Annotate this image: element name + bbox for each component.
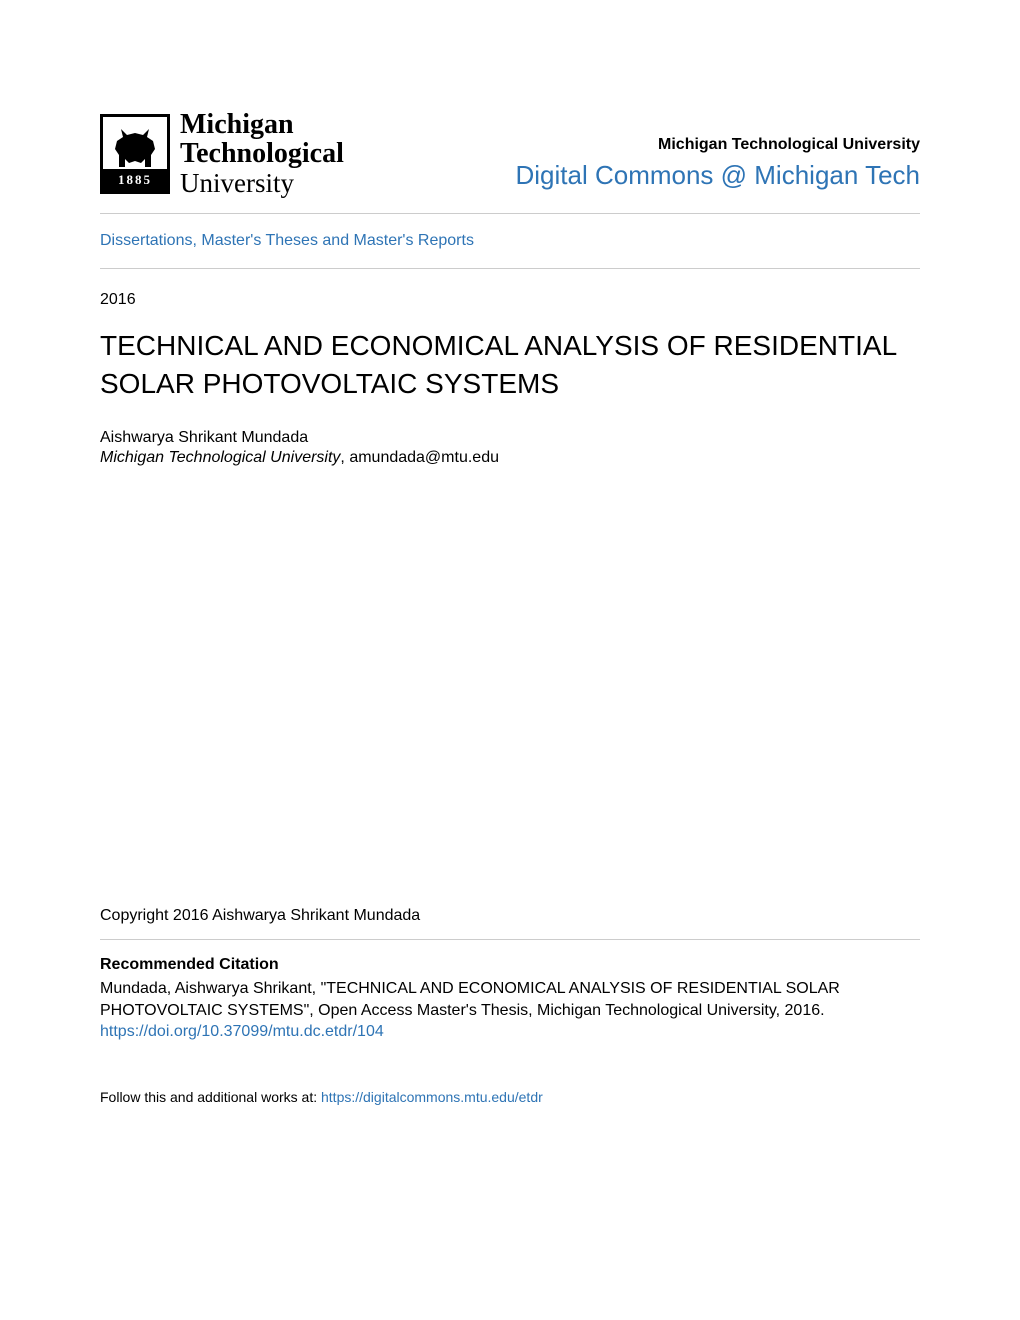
- header-right: Michigan Technological University Digita…: [515, 136, 920, 197]
- author-name: Aishwarya Shrikant Mundada: [100, 429, 920, 447]
- husky-icon: [111, 127, 159, 169]
- repository-link[interactable]: Digital Commons @ Michigan Tech: [515, 160, 920, 190]
- logo-text-line3: University: [180, 169, 344, 197]
- follow-line: Follow this and additional works at: htt…: [100, 1089, 920, 1105]
- collection-link-wrapper: Dissertations, Master's Theses and Maste…: [100, 214, 920, 268]
- author-affiliation: Michigan Technological University, amund…: [100, 449, 920, 467]
- divider-collection: [100, 268, 920, 269]
- logo-year: 1885: [103, 169, 167, 191]
- logo-text-line1: Michigan: [180, 110, 344, 139]
- follow-link[interactable]: https://digitalcommons.mtu.edu/etdr: [321, 1089, 543, 1105]
- content-spacer: [100, 467, 920, 907]
- author-email: , amundada@mtu.edu: [340, 449, 499, 466]
- collection-link[interactable]: Dissertations, Master's Theses and Maste…: [100, 232, 474, 249]
- logo-husky-area: [103, 117, 167, 169]
- header: 1885 Michigan Technological University M…: [100, 110, 920, 197]
- logo-wordmark: Michigan Technological University: [180, 110, 344, 197]
- doi-link[interactable]: https://doi.org/10.37099/mtu.dc.etdr/104: [100, 1023, 384, 1040]
- copyright-notice: Copyright 2016 Aishwarya Shrikant Mundad…: [100, 907, 920, 925]
- logo-mark: 1885: [100, 114, 170, 194]
- follow-prefix: Follow this and additional works at:: [100, 1089, 321, 1105]
- document-title: TECHNICAL AND ECONOMICAL ANALYSIS OF RES…: [100, 327, 920, 403]
- logo-text-line2: Technological: [180, 139, 344, 168]
- university-logo: 1885 Michigan Technological University: [100, 110, 344, 197]
- author-institution: Michigan Technological University: [100, 449, 340, 466]
- divider-copyright: [100, 939, 920, 940]
- publication-year: 2016: [100, 291, 920, 309]
- recommended-citation-heading: Recommended Citation: [100, 956, 920, 974]
- recommended-citation-text: Mundada, Aishwarya Shrikant, "TECHNICAL …: [100, 978, 920, 1023]
- university-name: Michigan Technological University: [515, 136, 920, 154]
